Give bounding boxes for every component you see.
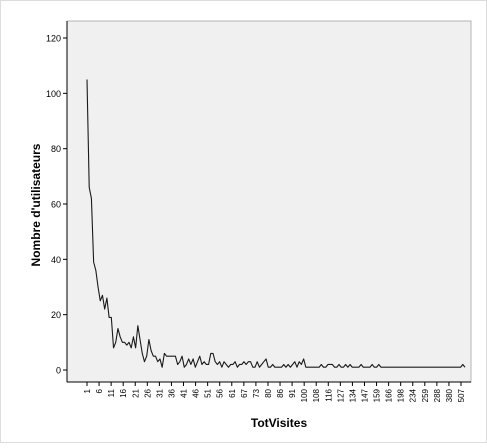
- x-ticks: 1 6 11 16 21 26 31 36 41 46 51 56 61 67 73 80 86 91 100 108…: [83, 382, 466, 402]
- x-tick-label: 234: [409, 388, 418, 402]
- x-tick-label: 1: [83, 388, 92, 393]
- x-tick-label: 11: [107, 388, 116, 397]
- x-tick-label: 31: [155, 388, 164, 397]
- x-tick-label: 46: [192, 388, 201, 397]
- plot-area: [66, 20, 472, 383]
- series-line: [86, 79, 466, 368]
- x-tick-label: 134: [348, 388, 357, 402]
- x-tick-label: 288: [433, 388, 442, 402]
- x-tick-label: 80: [264, 388, 273, 397]
- x-tick-label: 67: [240, 388, 249, 397]
- x-tick-label: 73: [252, 388, 261, 397]
- x-tick-label: 198: [397, 388, 406, 402]
- x-tick-label: 21: [131, 388, 140, 397]
- x-tick-label: 36: [167, 388, 176, 397]
- x-tick-label: 41: [180, 388, 189, 397]
- y-tick-label: 120: [46, 34, 61, 44]
- x-tick-label: 127: [336, 388, 345, 402]
- x-tick-label: 61: [228, 388, 237, 397]
- x-tick-label: 100: [300, 388, 309, 402]
- y-tick-label: 60: [51, 200, 61, 210]
- x-tick-label: 159: [373, 388, 382, 402]
- x-tick-label: 26: [143, 388, 152, 397]
- y-ticks: 0 20 40 60 80 100 120: [46, 34, 67, 376]
- x-tick-label: 56: [216, 388, 225, 397]
- x-axis-label: TotVisites: [251, 416, 308, 430]
- x-tick-label: 380: [445, 388, 454, 402]
- x-tick-label: 147: [360, 388, 369, 402]
- x-tick-label: 166: [385, 388, 394, 402]
- y-tick-label: 100: [46, 89, 61, 99]
- x-tick-label: 6: [95, 388, 104, 393]
- x-tick-label: 108: [312, 388, 321, 402]
- x-tick-label: 91: [288, 388, 297, 397]
- x-tick-label: 16: [119, 388, 128, 397]
- y-tick-label: 0: [56, 366, 61, 376]
- x-tick-label: 507: [457, 388, 466, 402]
- x-tick-label: 259: [421, 388, 430, 402]
- x-tick-label: 116: [324, 388, 333, 401]
- x-tick-label: 86: [276, 388, 285, 397]
- y-tick-label: 40: [51, 255, 61, 265]
- y-axis-label: Nombre d'utilisateurs: [29, 143, 43, 266]
- y-tick-label: 80: [51, 144, 61, 154]
- x-tick-label: 51: [204, 388, 213, 397]
- y-tick-label: 20: [51, 310, 61, 320]
